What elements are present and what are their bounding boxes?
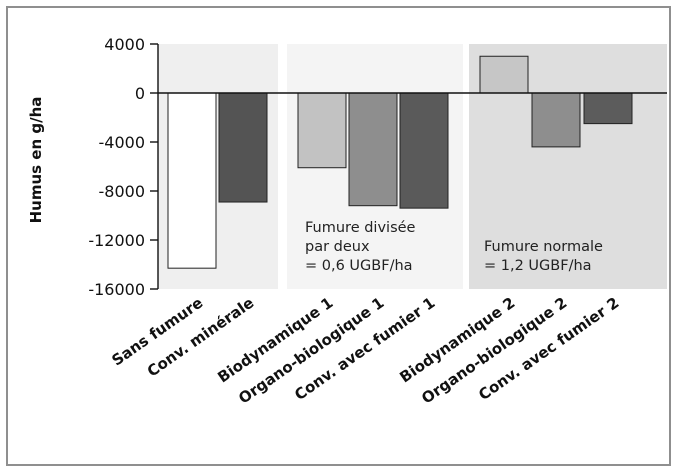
bar-7 [531, 92, 581, 148]
group-annotation-2-line-2: par deux [305, 239, 370, 255]
y-tick-label: 0 [135, 84, 145, 103]
group-annotation-2-line-3: = 0,6 UGBF/ha [305, 258, 413, 274]
bar-5 [399, 92, 449, 209]
group-annotation-2-line-1: Fumure divisée [305, 220, 416, 236]
bar-2 [218, 92, 268, 203]
y-axis: 4000 0 -4000 -8000 -12000 -16000 [88, 35, 159, 299]
bar-6 [479, 55, 529, 94]
bars [158, 55, 667, 269]
bar-4 [348, 92, 398, 207]
y-tick-label: 4000 [104, 35, 145, 54]
bar-3 [297, 92, 347, 169]
y-tick-label: -8000 [99, 182, 146, 201]
y-tick-label: -12000 [88, 231, 145, 250]
bar-1 [167, 92, 217, 269]
group-annotations: Fumure divisée par deux = 0,6 UGBF/ha Fumur… [305, 220, 603, 274]
y-axis-label: Humus en g/ha [27, 97, 45, 224]
group-annotation-3-line-2: = 1,2 UGBF/ha [484, 258, 592, 274]
group-annotation-3-line-1: Fumure normale [484, 239, 603, 255]
bar-8 [583, 92, 633, 125]
y-tick-label: -4000 [99, 133, 146, 152]
y-tick-label: -16000 [88, 280, 145, 299]
